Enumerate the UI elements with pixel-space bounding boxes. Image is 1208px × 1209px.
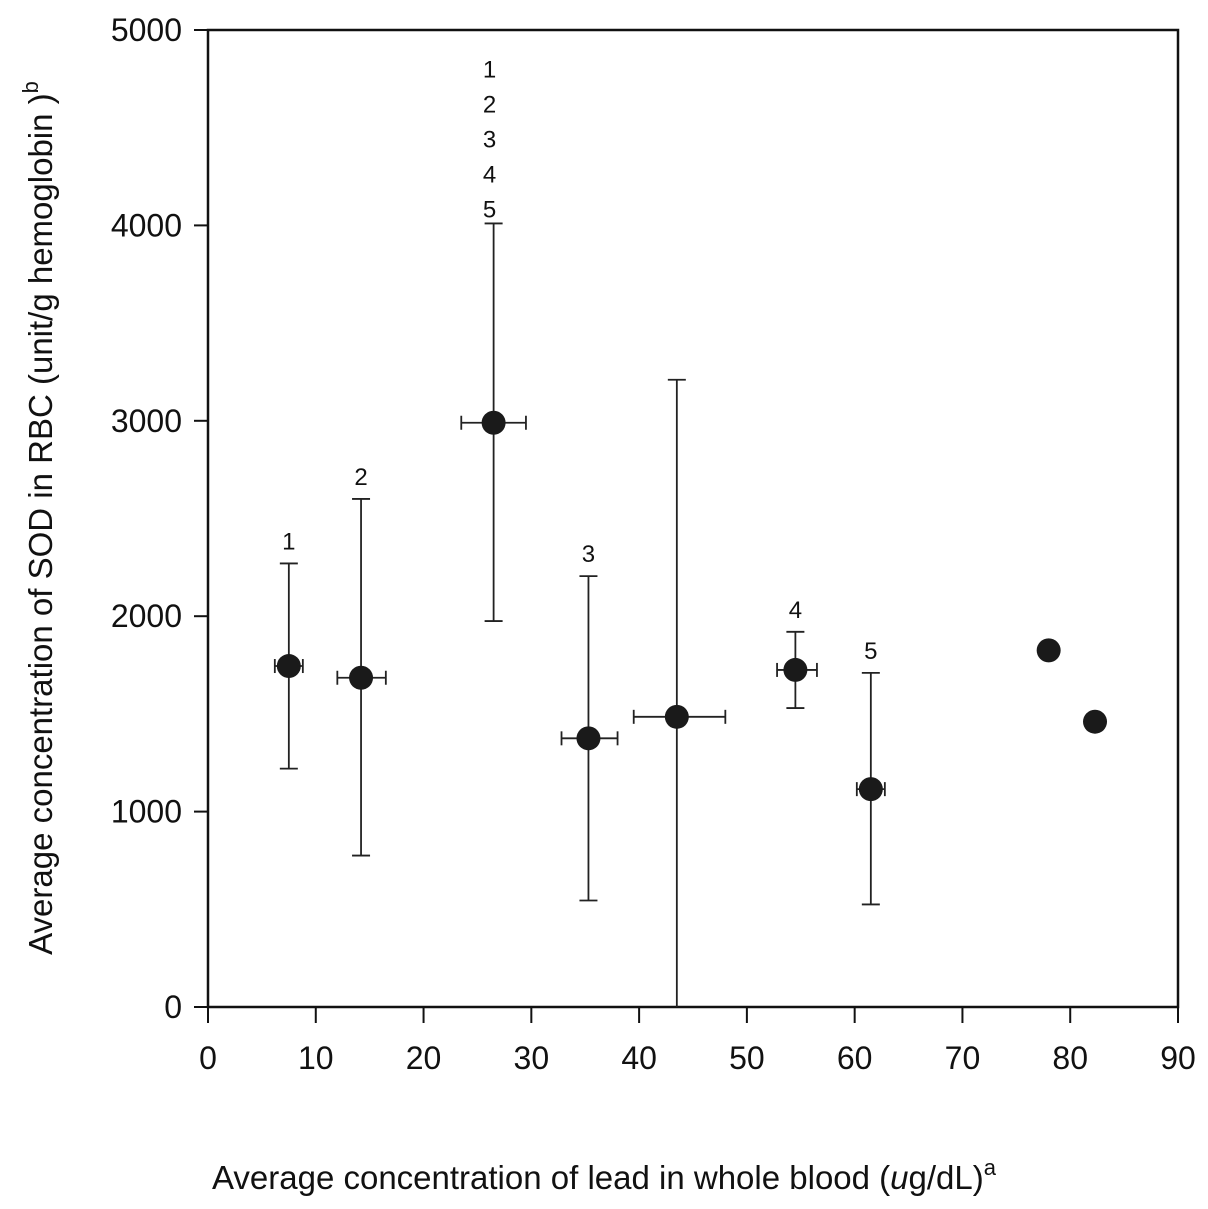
y-axis-label: Average concentration of SOD in RBC (uni… xyxy=(18,81,59,955)
y-axis-label-superscript: b xyxy=(18,81,43,93)
point-label-stacked: 5 xyxy=(483,196,496,223)
point-label: 4 xyxy=(789,597,802,624)
x-tick-label: 0 xyxy=(199,1040,217,1076)
x-axis-label: Average concentration of lead in whole b… xyxy=(0,1155,1208,1197)
point-label: 5 xyxy=(864,638,877,665)
x-tick-label: 10 xyxy=(298,1040,334,1076)
data-point xyxy=(1083,709,1108,734)
point-label: 3 xyxy=(582,541,595,568)
x-tick-label: 40 xyxy=(621,1040,657,1076)
point-label-stacked: 4 xyxy=(483,161,496,188)
point-annotations: 1 2 1 2 3 4 5 3 4 5 xyxy=(282,56,877,664)
x-tick-label: 20 xyxy=(406,1040,442,1076)
x-tick-label: 50 xyxy=(729,1040,765,1076)
point-label-stacked: 3 xyxy=(483,126,496,153)
x-axis-label-suffix: g/dL) xyxy=(908,1159,984,1196)
y-axis-label-text: Average concentration of SOD in RBC (uni… xyxy=(22,93,59,955)
y-axis: 0 1000 2000 3000 4000 5000 xyxy=(111,12,208,1025)
x-tick-label: 90 xyxy=(1160,1040,1196,1076)
y-tick-label: 2000 xyxy=(111,598,182,634)
data-point xyxy=(664,704,689,729)
data-point xyxy=(858,777,883,802)
data-point xyxy=(349,665,374,690)
y-tick-label: 1000 xyxy=(111,794,182,830)
y-tick-label: 4000 xyxy=(111,207,182,243)
x-axis-label-prefix: Average concentration of lead in whole b… xyxy=(211,1159,891,1196)
point-label: 2 xyxy=(354,464,367,491)
data-points xyxy=(276,410,1108,802)
data-point xyxy=(276,654,301,679)
data-point xyxy=(576,726,601,751)
x-axis: 0 10 20 30 40 50 60 70 80 90 xyxy=(199,1007,1196,1076)
plot-frame xyxy=(206,28,1180,1009)
x-tick-label: 30 xyxy=(514,1040,550,1076)
y-tick-label: 5000 xyxy=(111,12,182,48)
data-point xyxy=(481,410,506,435)
point-label: 1 xyxy=(282,528,295,555)
y-tick-label: 3000 xyxy=(111,403,182,439)
x-tick-label: 80 xyxy=(1052,1040,1088,1076)
x-tick-label: 70 xyxy=(945,1040,981,1076)
y-tick-label: 0 xyxy=(164,989,182,1025)
data-point xyxy=(783,657,808,682)
data-point xyxy=(1036,638,1061,663)
x-tick-label: 60 xyxy=(837,1040,873,1076)
x-axis-label-superscript: a xyxy=(983,1155,996,1180)
point-label-stacked: 2 xyxy=(483,91,496,118)
point-label-stacked: 1 xyxy=(483,56,496,83)
x-axis-label-italic-unit: u xyxy=(890,1159,909,1196)
